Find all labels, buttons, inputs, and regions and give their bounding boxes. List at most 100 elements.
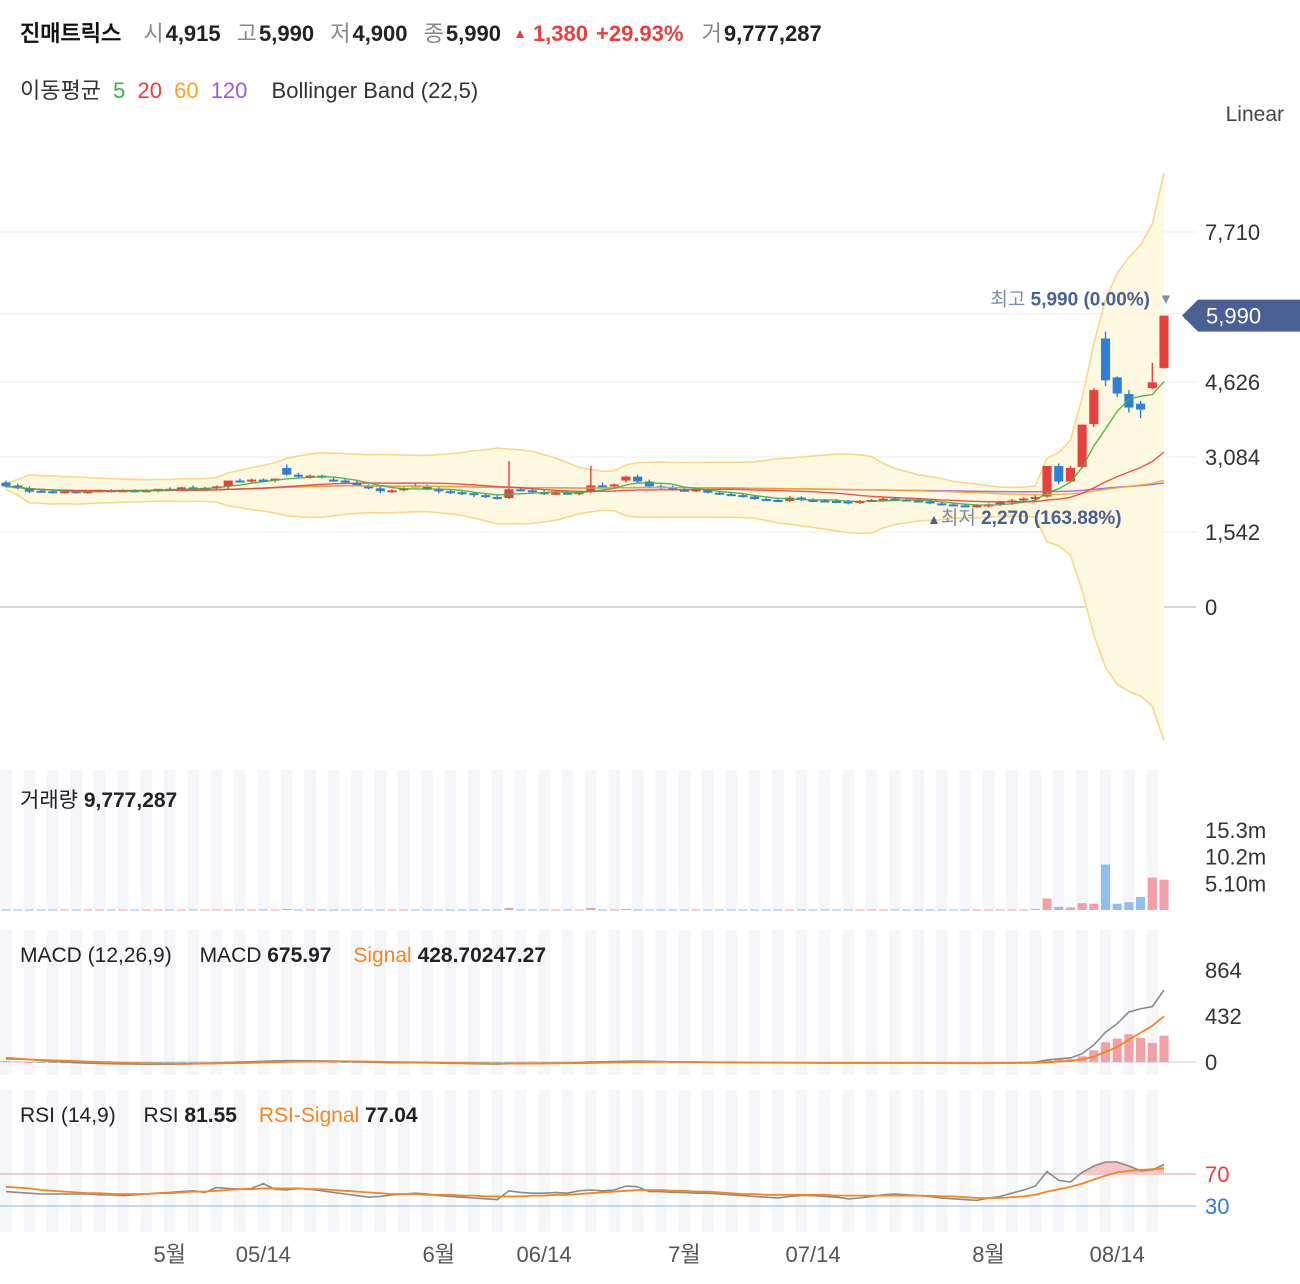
scale-mode-toggle[interactable]: Linear	[1225, 103, 1284, 126]
volume-bar	[317, 909, 327, 911]
candle-body	[340, 480, 350, 483]
volume-bar	[562, 909, 573, 911]
panel-stripe	[1123, 770, 1135, 910]
macd-histogram-bar	[176, 1062, 187, 1063]
panel-stripe	[935, 770, 948, 910]
macd-histogram-bar	[24, 1062, 34, 1063]
candle-body	[855, 500, 865, 503]
panel-stripe	[631, 770, 644, 910]
panel-stripe	[397, 770, 410, 910]
macd-histogram-bar	[1, 1060, 11, 1062]
candle-body	[1147, 382, 1157, 389]
macd-histogram-bar	[586, 1061, 596, 1063]
candle-body	[457, 492, 467, 495]
panel-stripe	[1029, 1090, 1042, 1232]
candle-body	[937, 503, 947, 506]
volume-bar	[106, 909, 116, 911]
max-arrow-icon: ▼	[1159, 291, 1173, 307]
macd-histogram-bar	[867, 1062, 877, 1063]
macd-histogram-bar	[118, 1062, 128, 1064]
macd-histogram-bar	[1089, 1050, 1099, 1062]
candle-body	[539, 492, 549, 495]
min-price-annotation: ▲최저 2,270 (163.88%)	[927, 507, 1122, 529]
volume-bar	[761, 909, 771, 911]
volume-bar	[481, 909, 491, 911]
macd-histogram-bar	[948, 1062, 959, 1063]
panel-stripe	[678, 1090, 691, 1232]
candle-body	[1077, 424, 1087, 467]
panel-stripe	[935, 1090, 948, 1232]
candle-body	[410, 485, 420, 488]
candle-body	[714, 492, 725, 495]
macd-histogram-bar	[59, 1062, 70, 1064]
macd-histogram-bar	[282, 1060, 292, 1062]
indicator-legend[interactable]: 이동평균 5 20 60 120 Bollinger Band (22,5)	[20, 73, 484, 105]
panel-stripe	[795, 770, 808, 910]
macd-histogram-bar	[983, 1062, 994, 1063]
candle-body	[516, 489, 526, 492]
volume-bar	[95, 909, 105, 911]
volume-bar	[410, 909, 420, 911]
volume-bar	[235, 909, 245, 911]
macd-histogram-bar	[399, 1062, 409, 1063]
candle-body	[796, 497, 806, 500]
volume-bar	[960, 909, 970, 911]
change-value: 1,380	[532, 21, 588, 46]
bollinger-lower-line	[5, 488, 1165, 741]
candle-body	[750, 496, 760, 500]
volume-bar	[773, 909, 783, 911]
panel-stripe	[795, 930, 808, 1075]
candle-body	[153, 488, 163, 492]
panel-stripe	[842, 770, 855, 910]
panel-stripe	[655, 930, 667, 1075]
min-price-label: 최저	[941, 507, 981, 529]
candle-body	[738, 495, 748, 498]
macd-histogram-bar	[773, 1062, 783, 1063]
macd-histogram-bar	[539, 1061, 549, 1063]
ma60-label: 60	[174, 78, 199, 103]
volume-bar	[551, 909, 561, 911]
volume-title: 거래량 9,777,287	[20, 784, 177, 814]
rsi-overbought-fill	[1041, 1171, 1053, 1174]
open-value: 4,915	[165, 21, 221, 46]
candle-body	[282, 467, 292, 475]
volume-bar	[36, 909, 46, 911]
macd-histogram-bar	[36, 1062, 46, 1063]
volume-bar	[831, 909, 842, 911]
current-price-label: 5,990	[1206, 304, 1261, 329]
panel-stripe	[631, 1090, 644, 1232]
x-tick-label: 08/14	[1090, 1242, 1145, 1267]
macd-signal-label: Signal	[353, 944, 412, 967]
panel-stripe	[468, 1090, 480, 1232]
candle-body	[317, 475, 327, 478]
open-label: 시	[143, 21, 164, 46]
macd-title: MACD (12,26,9) MACD 675.97 Signal 428.70…	[20, 944, 546, 968]
macd-histogram-bar	[738, 1062, 748, 1063]
price-tick-label: 4,626	[1205, 370, 1260, 395]
volume-bar	[1077, 903, 1087, 910]
candle-body	[948, 504, 959, 507]
panel-stripe	[842, 1090, 855, 1232]
volume-bar	[13, 909, 23, 911]
price-tick-label: 1,542	[1205, 520, 1260, 545]
close-value: 5,990	[445, 21, 501, 46]
panel-stripe	[912, 1090, 925, 1232]
volume-bar	[247, 909, 257, 911]
volume-bar	[820, 909, 830, 911]
macd-histogram-bar	[235, 1061, 245, 1063]
bollinger-upper-line	[5, 172, 1165, 489]
volume-panel-value: 9,777,287	[83, 789, 178, 812]
volume-bar	[434, 909, 444, 911]
macd-histogram-bar	[551, 1061, 561, 1063]
macd-histogram-bar	[293, 1061, 303, 1063]
macd-histogram-bar	[1019, 1061, 1029, 1063]
volume-bar	[937, 909, 947, 911]
ma60-line	[5, 479, 1165, 496]
candle-body	[1007, 500, 1017, 503]
panel-stripe	[1099, 930, 1112, 1075]
panel-stripe	[772, 1090, 784, 1232]
macd-histogram-bar	[726, 1062, 736, 1063]
panel-stripe	[1076, 1090, 1088, 1232]
x-tick-label: 06/14	[517, 1242, 572, 1267]
